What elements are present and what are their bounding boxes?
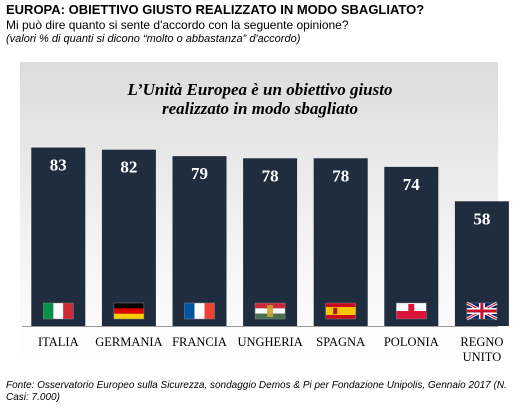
bar-ungheria: [243, 158, 298, 326]
values-note: (valori % di quanti si dicono “molto o a…: [6, 33, 301, 45]
bar-polonia: [384, 166, 439, 326]
chart-title: L’Unità Europea è un obiettivo giusto re…: [0, 80, 520, 118]
chart-title-line-2: realizzato in modo sbagliato: [162, 99, 358, 118]
source-note: Fonte: Osservatorio Europeo sulla Sicure…: [6, 380, 507, 403]
germany-flag-icon: [113, 302, 145, 320]
bar-germania: [101, 149, 156, 326]
value-label: 83: [50, 156, 67, 175]
category-label: POLONIA: [384, 335, 439, 349]
value-label: 78: [262, 166, 279, 185]
category-label: UNGHERIA: [237, 335, 302, 349]
italy-flag-icon: [43, 302, 74, 320]
category-label: ITALIA: [38, 335, 79, 349]
uk-flag-icon: [466, 301, 498, 321]
bar-spagna: [313, 158, 368, 326]
poland-flag-icon: [396, 302, 427, 320]
header: EUROPA: OBIETTIVO GIUSTO REALIZZATO IN M…: [6, 2, 516, 46]
value-label: 78: [332, 166, 349, 185]
category-label: GERMANIA: [95, 335, 162, 349]
bar-italia: [31, 147, 86, 326]
category-label: UNITO: [463, 350, 502, 364]
page-title: EUROPA: OBIETTIVO GIUSTO REALIZZATO IN M…: [6, 2, 425, 17]
spain-flag-icon: [325, 302, 356, 320]
value-label: 58: [473, 209, 490, 228]
category-label: REGNO: [460, 335, 503, 349]
france-flag-icon: [184, 302, 215, 320]
category-label: FRANCIA: [172, 335, 227, 349]
chart-title-line-1: L’Unità Europea è un obiettivo giusto: [127, 80, 393, 99]
category-label: SPAGNA: [316, 335, 365, 349]
value-label: 82: [120, 158, 137, 177]
bar-francia: [172, 156, 227, 326]
value-label: 79: [191, 164, 208, 183]
hungary-flag-icon: [254, 302, 286, 320]
value-label: 74: [403, 175, 421, 194]
survey-question: Mi può dire quanto si sente d'accordo co…: [6, 18, 349, 32]
